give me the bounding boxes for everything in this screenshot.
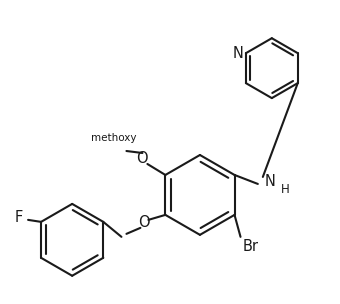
Text: N: N [265, 174, 275, 189]
Text: F: F [15, 210, 23, 225]
Text: methoxy: methoxy [91, 133, 136, 143]
Text: O: O [139, 215, 150, 230]
Text: H: H [280, 183, 289, 196]
Text: Br: Br [242, 239, 258, 254]
Text: N: N [233, 46, 243, 61]
Text: O: O [137, 151, 148, 167]
